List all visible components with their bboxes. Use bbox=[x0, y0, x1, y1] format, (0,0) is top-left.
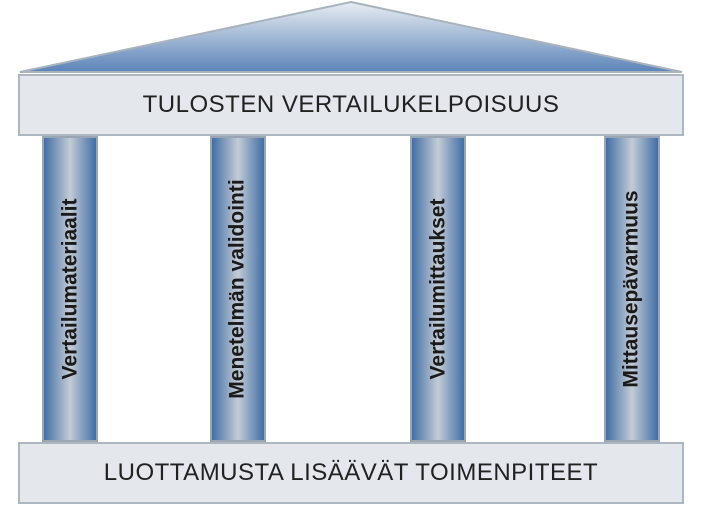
pillar-0-label: Vertailumateriaalit bbox=[58, 199, 82, 380]
temple-roof bbox=[18, 0, 684, 74]
pillar-3: Mittausepävarmuus bbox=[604, 136, 660, 442]
architrave-label: TULOSTEN VERTAILUKELPOISUUS bbox=[143, 91, 560, 119]
pillar-2-label: Vertailumittaukset bbox=[426, 199, 450, 380]
pillar-1: Menetelmän validointi bbox=[210, 136, 266, 442]
base-beam: LUOTTAMUSTA LISÄÄVÄT TOIMENPITEET bbox=[18, 442, 684, 504]
pillar-3-label: Mittausepävarmuus bbox=[620, 190, 644, 387]
temple-diagram: TULOSTEN VERTAILUKELPOISUUS Vertailumate… bbox=[18, 0, 684, 504]
pillar-0: Vertailumateriaalit bbox=[42, 136, 98, 442]
pillar-2: Vertailumittaukset bbox=[410, 136, 466, 442]
pillar-1-label: Menetelmän validointi bbox=[226, 179, 250, 398]
base-label: LUOTTAMUSTA LISÄÄVÄT TOIMENPITEET bbox=[104, 459, 598, 487]
architrave-beam: TULOSTEN VERTAILUKELPOISUUS bbox=[18, 74, 684, 136]
pillars-row: Vertailumateriaalit Menetelmän validoint… bbox=[18, 136, 684, 442]
